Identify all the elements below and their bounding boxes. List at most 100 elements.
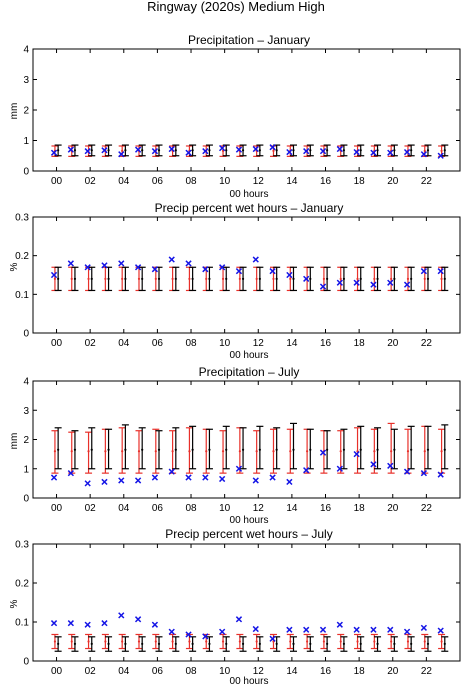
x-tick-label: 20: [387, 666, 399, 677]
red-errorbar-center: [406, 450, 410, 453]
black-errorbar-center: [124, 277, 127, 280]
observed-marker: [403, 468, 411, 475]
observed-marker-stroke: [387, 279, 394, 286]
red-errorbar-center: [373, 277, 376, 280]
observed-marker: [319, 148, 327, 155]
observed-marker-stroke: [50, 474, 58, 481]
observed-marker-stroke: [252, 256, 259, 263]
observed-marker: [252, 477, 259, 484]
black-errorbar-center: [326, 277, 329, 280]
observed-marker-stroke: [269, 635, 276, 642]
black-errorbar-center: [309, 448, 312, 451]
x-tick-label: 12: [253, 503, 265, 514]
observed-marker-stroke: [336, 145, 343, 153]
x-tick-label: 14: [286, 176, 298, 187]
red-errorbar-center: [423, 640, 426, 643]
observed-marker-stroke: [336, 465, 343, 472]
y-tick-label: 0.3: [15, 540, 29, 551]
red-errorbar-center: [121, 450, 124, 453]
observed-marker: [151, 474, 159, 481]
y-tick-label: 1: [23, 464, 29, 475]
y-tick-label: 0: [23, 494, 29, 505]
x-axis-label: 00 hours: [230, 189, 269, 200]
observed-marker: [134, 146, 142, 153]
y-axis-label: %: [9, 599, 20, 608]
black-errorbar-center: [309, 277, 312, 280]
black-errorbar-center: [157, 277, 161, 280]
black-errorbar-center: [393, 448, 396, 451]
red-errorbar-center: [70, 277, 73, 280]
black-errorbar-center: [410, 277, 413, 280]
plot-frame: [32, 380, 461, 499]
observed-marker: [185, 474, 192, 481]
black-errorbar-center: [410, 642, 413, 645]
observed-marker-stroke: [387, 462, 394, 469]
observed-marker: [185, 260, 192, 267]
observed-marker: [84, 480, 91, 487]
observed-marker-stroke: [101, 262, 108, 269]
red-errorbar-center: [423, 277, 426, 280]
red-errorbar-center: [171, 450, 174, 453]
y-tick-label: 3: [23, 406, 29, 417]
observed-marker-stroke: [185, 631, 192, 638]
observed-marker: [101, 478, 108, 486]
red-errorbar-center: [188, 640, 191, 643]
black-errorbar-center: [393, 277, 396, 280]
observed-marker: [319, 283, 327, 290]
black-errorbar-center: [73, 277, 77, 280]
observed-marker-stroke: [185, 149, 192, 156]
y-tick-label: 0: [23, 167, 29, 178]
observed-marker: [252, 145, 259, 153]
red-errorbar-center: [87, 277, 90, 280]
x-tick-label: 16: [320, 176, 332, 187]
black-errorbar-center: [107, 448, 110, 451]
observed-marker-stroke: [151, 266, 159, 273]
black-errorbar-center: [309, 642, 312, 645]
x-tick-label: 02: [85, 176, 97, 187]
red-errorbar-center: [137, 450, 141, 453]
observed-marker-stroke: [235, 465, 243, 472]
observed-marker-stroke: [50, 620, 58, 627]
black-errorbar-center: [376, 277, 379, 280]
observed-marker: [219, 144, 226, 152]
observed-marker-stroke: [319, 148, 327, 155]
observed-marker: [202, 633, 209, 640]
red-errorbar-center: [306, 450, 309, 453]
observed-marker-stroke: [437, 471, 444, 478]
observed-marker-stroke: [370, 626, 377, 633]
red-errorbar-center: [440, 640, 443, 643]
x-tick-label: 02: [85, 338, 97, 349]
black-errorbar-center: [191, 149, 194, 152]
x-tick-label: 16: [320, 338, 332, 349]
x-tick-label: 14: [286, 666, 298, 677]
observed-marker: [353, 626, 360, 633]
red-errorbar-center: [373, 640, 376, 643]
red-errorbar-center: [289, 450, 292, 453]
black-errorbar-center: [73, 149, 77, 152]
observed-marker: [101, 262, 108, 269]
observed-marker: [286, 148, 293, 156]
black-errorbar-center: [359, 277, 362, 280]
observed-marker-stroke: [67, 146, 74, 153]
black-errorbar-center: [275, 149, 278, 152]
observed-marker: [303, 148, 310, 155]
observed-marker-stroke: [219, 475, 226, 483]
black-errorbar-center: [191, 642, 194, 645]
observed-marker-stroke: [420, 470, 428, 477]
black-errorbar-center: [426, 448, 430, 451]
y-axis-label: mm: [9, 103, 20, 120]
x-tick-label: 08: [185, 503, 197, 514]
black-errorbar-center: [292, 149, 295, 152]
red-errorbar-center: [339, 450, 342, 453]
observed-marker-stroke: [370, 149, 377, 156]
x-tick-label: 08: [185, 338, 197, 349]
black-errorbar-center: [141, 149, 144, 152]
black-errorbar-center: [107, 277, 110, 280]
observed-marker: [303, 626, 310, 633]
y-tick-label: 2: [23, 435, 29, 446]
observed-marker-stroke: [319, 283, 327, 290]
observed-marker-stroke: [185, 260, 192, 267]
black-errorbar-center: [426, 149, 430, 152]
y-tick-label: 0.1: [15, 290, 29, 301]
red-errorbar-center: [205, 640, 208, 643]
